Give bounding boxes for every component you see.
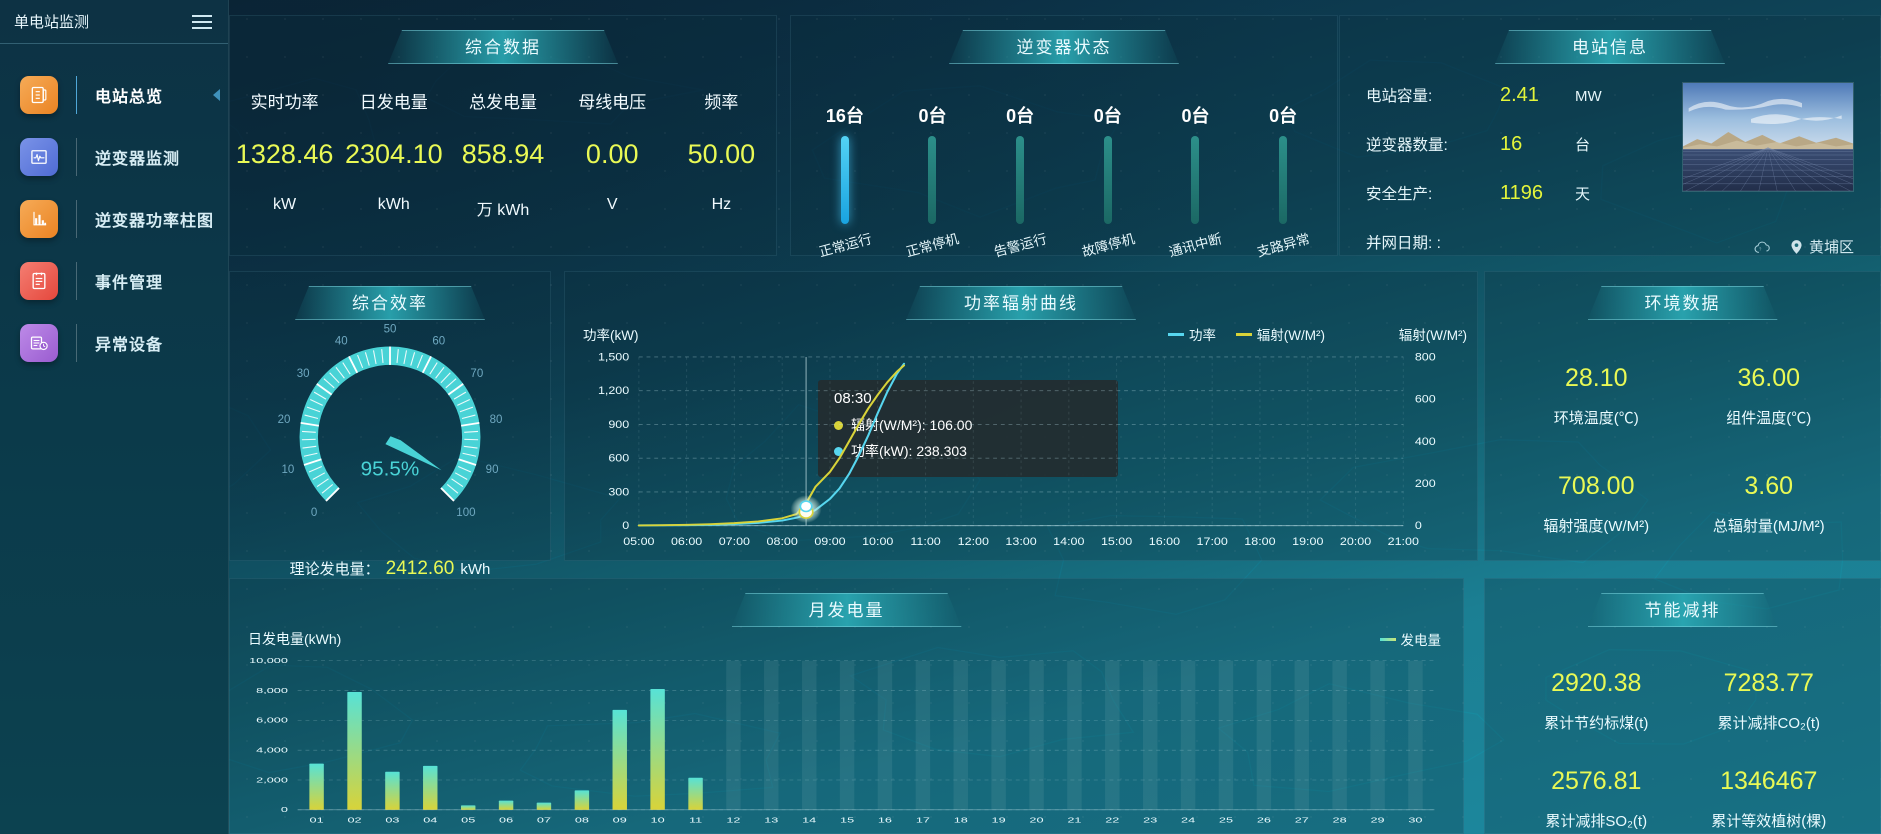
svg-text:12: 12 [726, 817, 740, 825]
svg-text:20: 20 [278, 414, 291, 426]
svg-text:19: 19 [992, 817, 1006, 825]
svg-text:15:00: 15:00 [1101, 534, 1133, 547]
svg-text:21: 21 [1067, 817, 1081, 825]
svg-text:14:00: 14:00 [1053, 534, 1085, 547]
svg-text:01: 01 [310, 817, 324, 825]
svg-text:80: 80 [490, 414, 503, 426]
svg-text:10:00: 10:00 [862, 534, 894, 547]
svg-text:05:00: 05:00 [623, 534, 655, 547]
svg-text:18: 18 [954, 817, 968, 825]
svg-text:02: 02 [347, 817, 361, 825]
svg-text:13: 13 [764, 817, 778, 825]
svg-text:20: 20 [1029, 817, 1043, 825]
svg-text:11: 11 [689, 817, 702, 825]
svg-text:8,000: 8,000 [256, 687, 288, 695]
svg-text:0: 0 [1415, 519, 1422, 532]
svg-text:4,000: 4,000 [256, 747, 288, 755]
svg-text:10: 10 [651, 817, 665, 825]
svg-text:25: 25 [1219, 817, 1233, 825]
svg-text:10,000: 10,000 [249, 657, 288, 665]
svg-text:17:00: 17:00 [1197, 534, 1229, 547]
svg-text:26: 26 [1257, 817, 1271, 825]
svg-text:1,200: 1,200 [598, 384, 630, 397]
svg-text:21:00: 21:00 [1388, 534, 1420, 547]
svg-text:28: 28 [1333, 817, 1347, 825]
svg-text:95.5%: 95.5% [361, 457, 420, 480]
svg-text:600: 600 [1415, 392, 1436, 405]
svg-text:1,500: 1,500 [598, 350, 630, 363]
svg-text:06:00: 06:00 [671, 534, 703, 547]
svg-text:12:00: 12:00 [958, 534, 990, 547]
svg-text:05: 05 [461, 817, 475, 825]
svg-text:17: 17 [916, 817, 930, 825]
svg-text:200: 200 [1415, 477, 1436, 490]
svg-text:100: 100 [456, 507, 475, 519]
svg-text:90: 90 [486, 464, 499, 476]
svg-text:07:00: 07:00 [719, 534, 751, 547]
svg-text:27: 27 [1295, 817, 1309, 825]
svg-text:?: ? [1759, 246, 1762, 251]
svg-text:400: 400 [1415, 434, 1436, 447]
svg-text:24: 24 [1181, 817, 1195, 825]
svg-text:600: 600 [608, 451, 629, 464]
svg-text:14: 14 [802, 817, 816, 825]
svg-text:03: 03 [385, 817, 399, 825]
svg-text:23: 23 [1143, 817, 1157, 825]
svg-text:08:00: 08:00 [767, 534, 799, 547]
svg-text:50: 50 [384, 324, 397, 336]
svg-text:11:00: 11:00 [910, 534, 941, 547]
svg-text:16:00: 16:00 [1149, 534, 1181, 547]
svg-text:04: 04 [423, 817, 437, 825]
svg-text:29: 29 [1371, 817, 1385, 825]
svg-text:06: 06 [499, 817, 513, 825]
svg-text:6,000: 6,000 [256, 717, 288, 725]
svg-text:900: 900 [608, 417, 629, 430]
svg-text:0: 0 [311, 507, 317, 519]
svg-text:19:00: 19:00 [1292, 534, 1324, 547]
svg-text:13:00: 13:00 [1005, 534, 1037, 547]
svg-text:0: 0 [622, 519, 629, 532]
svg-text:300: 300 [608, 485, 629, 498]
svg-text:70: 70 [470, 368, 483, 380]
svg-text:40: 40 [335, 335, 348, 347]
svg-text:15: 15 [840, 817, 854, 825]
svg-text:0: 0 [281, 806, 288, 814]
svg-text:16: 16 [878, 817, 892, 825]
svg-text:30: 30 [1408, 817, 1422, 825]
svg-text:09:00: 09:00 [814, 534, 846, 547]
svg-text:09: 09 [613, 817, 627, 825]
svg-text:30: 30 [297, 368, 310, 380]
svg-text:2,000: 2,000 [256, 777, 288, 785]
svg-text:07: 07 [537, 817, 551, 825]
svg-text:18:00: 18:00 [1244, 534, 1276, 547]
svg-text:20:00: 20:00 [1340, 534, 1372, 547]
svg-text:10: 10 [282, 464, 295, 476]
svg-text:60: 60 [432, 335, 445, 347]
svg-text:800: 800 [1415, 350, 1436, 363]
svg-text:22: 22 [1105, 817, 1119, 825]
svg-text:08: 08 [575, 817, 589, 825]
